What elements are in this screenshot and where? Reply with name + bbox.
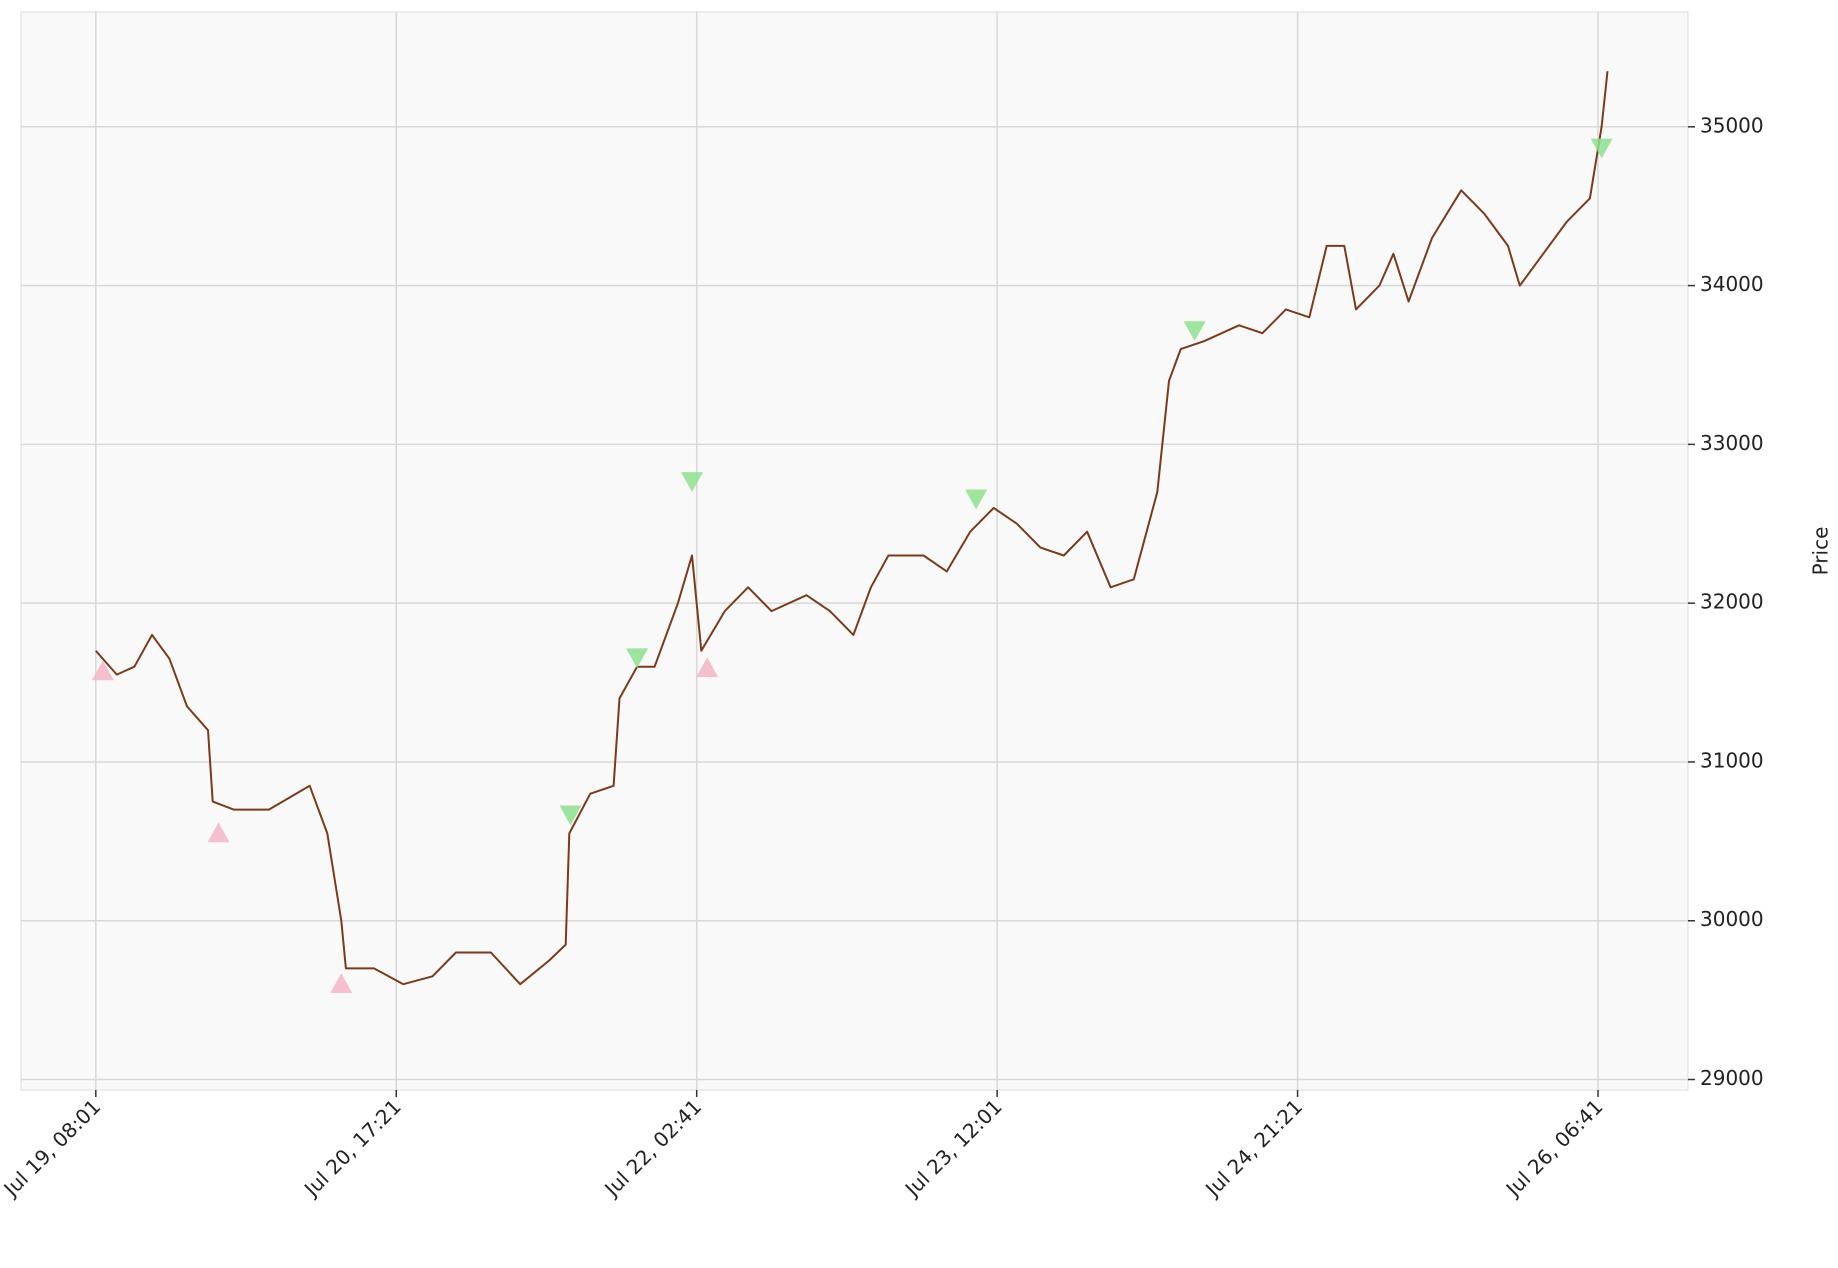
x-tick-label: Jul 24, 21:21 [1199,1095,1307,1203]
price-line [95,71,1609,986]
y-tick-label: 35000 [1700,113,1764,137]
signal-marker [559,805,582,826]
signal-marker [330,973,353,994]
signal-marker [681,472,704,492]
y-tick-label: 32000 [1700,590,1764,614]
y-tick-label: 34000 [1700,272,1764,296]
x-tick-label: Jul 26, 06:41 [1500,1095,1608,1203]
x-tick-label: Jul 23, 12:01 [899,1095,1007,1203]
y-tick-label: 31000 [1700,748,1764,772]
signal-marker [1590,138,1613,159]
signal-marker [965,489,988,510]
x-tick-label: Jul 22, 02:41 [599,1095,707,1203]
signal-marker [91,660,114,681]
signal-marker [1183,321,1206,342]
y-axis-label: Price [1809,527,1833,576]
plot-area [20,11,1689,1091]
y-tick-label: 29000 [1700,1066,1764,1090]
signal-marker [207,822,230,843]
y-tick-label: 30000 [1700,907,1764,931]
signal-marker [696,657,719,678]
x-tick-label: Jul 19, 08:01 [0,1095,105,1203]
signal-marker [626,648,649,669]
y-tick-label: 33000 [1700,431,1764,455]
x-tick-label: Jul 20, 17:21 [298,1095,406,1203]
